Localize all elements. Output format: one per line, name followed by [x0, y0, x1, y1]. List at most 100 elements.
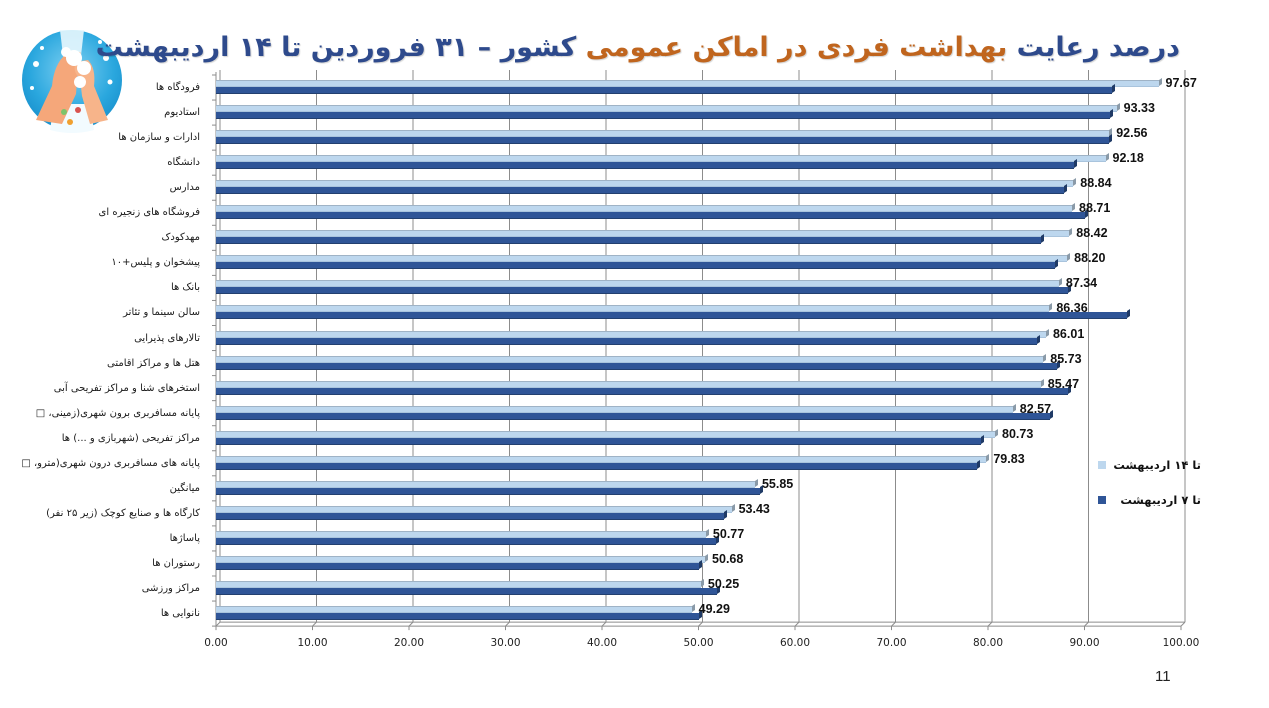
value-label: 50.68	[712, 551, 744, 566]
bar-7-ordibehesht	[216, 312, 1127, 320]
value-label: 82.57	[1019, 401, 1052, 416]
bar-14-ordibehesht	[216, 130, 1110, 138]
bar-7-ordibehesht	[216, 112, 1110, 120]
bar-7-ordibehesht	[216, 537, 716, 545]
bar-14-ordibehesht	[216, 380, 1041, 388]
floor-tick	[698, 621, 703, 627]
value-label: 55.85	[761, 476, 794, 491]
bar-7-ordibehesht	[216, 588, 717, 595]
bar-14-ordibehesht	[216, 480, 755, 488]
value-label: 92.56	[1116, 126, 1148, 141]
bar-7-ordibehesht	[216, 562, 699, 570]
x-axis-tick-label: 100.00	[1162, 637, 1200, 649]
category-label: دانشگاه	[167, 157, 200, 169]
bar-7-ordibehesht	[216, 412, 1050, 420]
bar-7-ordibehesht	[216, 137, 1109, 145]
bar-14-ordibehesht	[216, 606, 692, 614]
bar-14-ordibehesht	[216, 355, 1044, 363]
bar-7-ordibehesht	[216, 487, 761, 495]
category-label: پایانه مسافربری برون شهری(زمینی، □	[35, 407, 200, 419]
x-axis-tick-label: 20.00	[393, 637, 425, 649]
category-label: مدارس	[169, 182, 200, 194]
value-label: 87.34	[1065, 276, 1098, 291]
x-axis-tick-label: 50.00	[683, 637, 714, 649]
category-label: مراکز ورزشی	[141, 583, 200, 594]
bar-7-ordibehesht	[216, 287, 1069, 295]
value-label: 49.29	[698, 602, 730, 617]
bar-7-ordibehesht	[216, 162, 1074, 170]
bar-14-ordibehesht	[216, 155, 1106, 163]
floor-tick	[408, 621, 414, 627]
value-label: 50.25	[707, 577, 740, 591]
category-label: ادارات و سازمان ها	[118, 132, 200, 144]
floor-tick	[1084, 621, 1089, 627]
category-label: سالن سینما و تئاتر	[123, 307, 200, 319]
bar-14-ordibehesht	[216, 205, 1073, 213]
category-label: استخرهای شنا و مراکز تفریحی آبی	[53, 382, 200, 394]
category-label: مراکز تفریحی (شهربازی و ...) ها	[61, 432, 200, 444]
category-label: کارگاه ها و صنایع کوچک (زیر ۲۵ نفر)	[46, 507, 200, 519]
bar-14-ordibehesht	[216, 105, 1117, 113]
category-label: استادیوم	[164, 107, 200, 119]
bar-7-ordibehesht	[216, 437, 982, 445]
bar-7-ordibehesht	[216, 87, 1113, 94]
value-label: 88.42	[1076, 226, 1108, 241]
bar-14-ordibehesht	[216, 255, 1068, 263]
value-label: 86.01	[1052, 326, 1085, 341]
bar-7-ordibehesht	[216, 262, 1055, 270]
floor-tick	[505, 621, 510, 627]
bar-7-ordibehesht	[216, 462, 978, 470]
x-axis-tick-label: 10.00	[297, 637, 328, 649]
category-label: پایانه های مسافربری درون شهری(مترو، □	[21, 457, 200, 469]
title-part-navy-1: درصد رعایت	[1007, 32, 1181, 63]
legend-swatch-dark	[1098, 496, 1106, 504]
chart-title: درصد رعایت بهداشت فردی در اماکن عمومی کش…	[96, 26, 1181, 70]
bar-7-ordibehesht	[216, 212, 1085, 220]
value-label: 53.43	[738, 501, 770, 516]
bar-7-ordibehesht	[216, 187, 1065, 195]
x-axis-tick-label: 40.00	[586, 637, 618, 649]
value-label: 85.47	[1047, 376, 1080, 391]
bar-7-ordibehesht	[216, 512, 724, 520]
bar-7-ordibehesht	[216, 237, 1042, 245]
floor-tick	[987, 621, 993, 627]
floor-tick	[1180, 621, 1186, 627]
x-axis-tick-label: 80.00	[972, 637, 1004, 649]
page-number: 11	[1155, 668, 1171, 685]
x-axis-tick-label: 60.00	[779, 637, 811, 649]
floor-tick	[312, 621, 317, 627]
title-part-orange: بهداشت فردی در اماکن عمومی	[576, 32, 1008, 63]
floor-tick	[601, 621, 607, 627]
legend-label: تا ۷ اردیبهشت	[1120, 493, 1201, 507]
category-label: رستوران ها	[152, 557, 200, 569]
bar-7-ordibehesht	[216, 362, 1057, 370]
floor-tick	[794, 621, 800, 627]
bar-14-ordibehesht	[216, 581, 701, 588]
category-label: میانگین	[169, 482, 200, 494]
value-label: 88.20	[1074, 251, 1106, 266]
category-label: هتل ها و مراکز اقامتی	[107, 357, 200, 369]
category-label: فرودگاه ها	[155, 82, 200, 93]
legend-swatch-light	[1098, 461, 1106, 469]
legend-item-14-ordibehesht: تا ۱۴ اردیبهشت	[1096, 457, 1206, 473]
value-label: 93.33	[1123, 101, 1155, 116]
bar-14-ordibehesht	[216, 555, 706, 563]
x-axis-tick-label: 0.00	[204, 637, 228, 649]
bar-14-ordibehesht	[216, 430, 996, 438]
value-label: 86.36	[1056, 301, 1088, 316]
bar-14-ordibehesht	[216, 280, 1059, 288]
category-label: مهدکودک	[161, 232, 200, 244]
bar-7-ordibehesht	[216, 387, 1069, 395]
category-label: تالارهای پذیرایی	[134, 332, 200, 344]
bar-14-ordibehesht	[216, 405, 1013, 413]
floor-tick	[215, 621, 221, 627]
x-axis-tick-label: 70.00	[876, 637, 907, 649]
value-label: 88.71	[1079, 201, 1111, 216]
bar-14-ordibehesht	[216, 505, 732, 513]
bar-7-ordibehesht	[216, 337, 1038, 345]
value-label: 85.73	[1050, 351, 1082, 366]
value-label: 80.73	[1002, 426, 1034, 441]
legend-label: تا ۱۴ اردیبهشت	[1113, 458, 1201, 472]
bar-14-ordibehesht	[216, 230, 1070, 238]
value-label: 92.18	[1112, 151, 1144, 166]
